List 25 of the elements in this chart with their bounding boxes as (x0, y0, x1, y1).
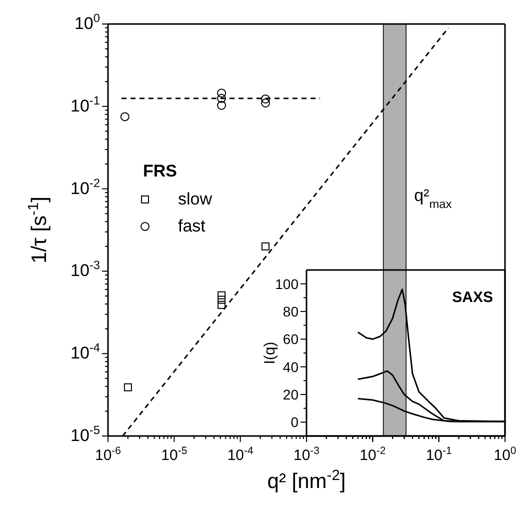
x-tick-label: 10$^{-5}$ (161, 445, 188, 464)
y-axis-title: I(q) (262, 342, 278, 364)
text: SAXS (452, 288, 493, 306)
x-axis-title: q² [nm$^{-2}$] (267, 468, 346, 493)
y-tick-label: 10$^{-4}$ (70, 340, 100, 363)
legend-label: fast (178, 216, 206, 236)
x-tick-label: 10$^{-1}$ (426, 445, 452, 464)
y-tick-label: 20 (282, 386, 299, 402)
y-tick-label: 60 (282, 331, 299, 348)
y-tick-label: 10$^{-3}$ (70, 258, 100, 280)
y-tick-label: 10$^{-2}$ (70, 176, 100, 198)
y-tick-label: 100 (275, 276, 299, 292)
y-tick-label: 0 (290, 414, 299, 430)
legend-label: slow (178, 189, 213, 208)
x-tick-label: 10$^{-2}$ (360, 445, 386, 464)
y-tick-label: 80 (282, 303, 299, 320)
x-tick-label: 10$^{0}$ (494, 445, 516, 464)
x-tick-label: 10$^{-6}$ (94, 445, 122, 464)
y-tick-label: 10$^{0}$ (74, 11, 100, 33)
band-label: q²$_{max}$ (414, 186, 452, 212)
y-tick-label: 10$^{-5}$ (70, 423, 100, 445)
legend-title: FRS (143, 161, 177, 180)
y-tick-label: 40 (282, 358, 299, 375)
x-tick-label: 10$^{-4}$ (227, 445, 254, 464)
y-tick-label: 10$^{-1}$ (70, 93, 100, 116)
